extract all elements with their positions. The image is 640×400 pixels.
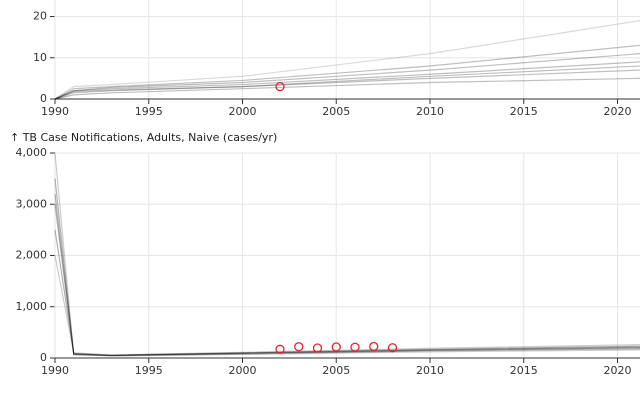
simulation-line bbox=[54, 193, 640, 357]
y-tick-label: 0 bbox=[40, 351, 47, 364]
y-tick-label: 10 bbox=[33, 51, 47, 64]
simulation-line bbox=[54, 77, 640, 100]
simulation-line bbox=[54, 69, 640, 100]
x-tick-label: 1990 bbox=[41, 105, 69, 118]
chart-title: ↑ TB Case Notifications, Adults, Naive (… bbox=[10, 131, 277, 144]
y-tick-label: 1,000 bbox=[16, 300, 48, 313]
observed-point bbox=[312, 343, 323, 353]
y-tick-label: 4,000 bbox=[16, 146, 48, 159]
x-tick-label: 2005 bbox=[322, 364, 350, 377]
y-tick-label: 20 bbox=[33, 10, 47, 23]
simulation-line bbox=[54, 44, 640, 100]
simulation-line bbox=[54, 255, 640, 356]
x-tick-label: 2005 bbox=[322, 105, 350, 118]
simulation-line bbox=[54, 152, 640, 357]
simulation-line bbox=[54, 61, 640, 100]
simulation-line bbox=[54, 65, 640, 100]
observed-point bbox=[387, 343, 398, 353]
x-tick-label: 2020 bbox=[604, 105, 632, 118]
x-tick-label: 2015 bbox=[510, 364, 538, 377]
observed-point bbox=[275, 344, 285, 354]
y-tick-label: 2,000 bbox=[16, 249, 48, 262]
simulation-line bbox=[54, 178, 640, 357]
simulation-line bbox=[54, 229, 640, 356]
simulation-line bbox=[54, 53, 640, 100]
observed-point bbox=[369, 341, 379, 352]
observed-point bbox=[275, 81, 285, 92]
y-tick-label: 0 bbox=[40, 92, 47, 105]
x-tick-label: 2015 bbox=[510, 105, 538, 118]
x-tick-label: 2010 bbox=[416, 364, 444, 377]
simulation-line bbox=[54, 20, 640, 100]
x-tick-label: 1995 bbox=[135, 105, 163, 118]
x-tick-label: 2000 bbox=[229, 105, 257, 118]
simulation-line bbox=[54, 204, 640, 357]
observed-point bbox=[350, 342, 360, 352]
observed-point bbox=[294, 342, 304, 352]
x-tick-label: 2000 bbox=[229, 364, 257, 377]
x-tick-label: 2020 bbox=[604, 364, 632, 377]
x-tick-label: 2010 bbox=[416, 105, 444, 118]
y-tick-label: 3,000 bbox=[16, 197, 48, 210]
x-tick-label: 1995 bbox=[135, 364, 163, 377]
observed-point bbox=[331, 342, 341, 352]
x-tick-label: 1990 bbox=[41, 364, 69, 377]
